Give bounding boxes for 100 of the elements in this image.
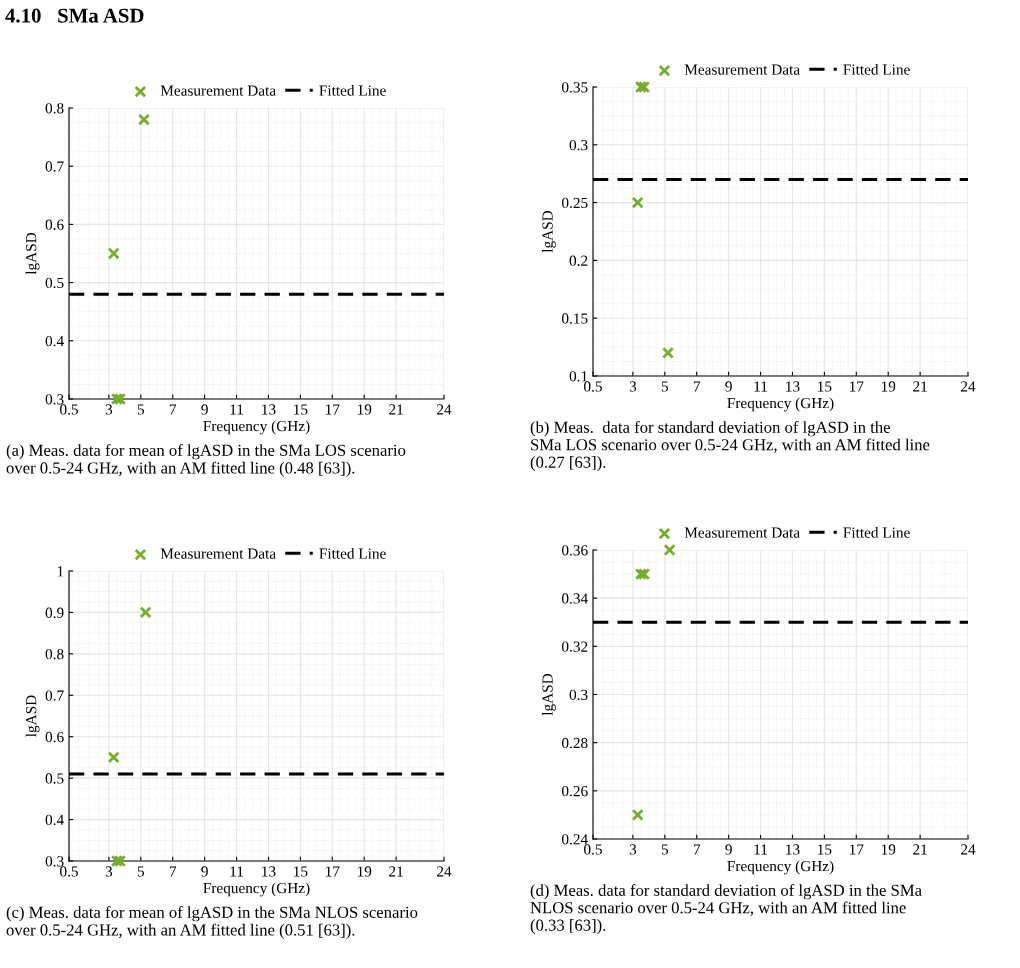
y-tick-label: 0.3 <box>45 394 64 405</box>
x-tick-label: 5 <box>137 866 145 877</box>
point <box>139 606 152 619</box>
x-tick-label: 3 <box>629 844 637 855</box>
x-tick-label: 9 <box>725 381 732 392</box>
x-tick-label: 15 <box>294 404 308 415</box>
x-tick-label: 5 <box>137 404 145 415</box>
x-tick-label: 0.5 <box>60 404 78 415</box>
x-tick-label: 0.5 <box>584 844 602 855</box>
y-axis-title: lgASD <box>25 232 40 275</box>
x-tick-label: 3 <box>105 866 113 877</box>
y-tick-label: 0.3 <box>45 856 64 867</box>
y-tick-label: 0.7 <box>45 161 64 172</box>
x-tick-label: 7 <box>693 381 701 392</box>
y-tick-label: 0.6 <box>45 731 64 743</box>
y-tick-label: 0.26 <box>561 785 588 797</box>
x-tick-label: 13 <box>786 844 800 855</box>
x-tick-label: 19 <box>357 866 372 877</box>
x-tick-label: 13 <box>262 404 276 415</box>
y-axis-title: lgASD <box>25 695 40 737</box>
x-tick-label: 17 <box>326 866 340 877</box>
y-tick-label: 0.2 <box>569 255 588 266</box>
x-tick-label: 9 <box>201 404 208 415</box>
y-tick-label: 0.8 <box>45 103 64 114</box>
x-tick-label: 21 <box>913 844 927 855</box>
legend-label: Measurement Data <box>684 527 800 538</box>
y-tick-label: 0.5 <box>45 277 64 289</box>
point <box>107 247 120 260</box>
x-tick-label: 24 <box>437 404 452 415</box>
legend-label: Fitted Line <box>319 547 386 559</box>
x-tick-label: 21 <box>913 381 927 392</box>
x-tick-label: 3 <box>629 381 637 392</box>
y-tick-label: 0.35 <box>561 82 588 93</box>
x-axis-title: Frequency (GHz) <box>203 882 310 897</box>
y-tick-label: 0.28 <box>561 737 588 749</box>
point <box>638 80 651 94</box>
point <box>663 543 676 557</box>
y-tick-label: 0.34 <box>561 593 588 604</box>
y-tick-label: 0.3 <box>569 139 588 151</box>
x-tick-label: 15 <box>818 381 832 392</box>
text: (c) Meas. data for mean of lgASD in the SMa NLOS scenario over 0.5-24 GHz, with an AM fitted line (0.51 [63]). <box>6 906 418 939</box>
y-tick-label: 0.1 <box>569 371 588 382</box>
point <box>110 392 123 406</box>
y-tick-label: 0.9 <box>45 607 64 618</box>
point <box>631 808 644 821</box>
x-tick-label: 24 <box>961 844 976 855</box>
point <box>634 80 647 94</box>
y-tick-label: 0.5 <box>45 773 64 784</box>
x-tick-label: 21 <box>389 404 403 415</box>
x-tick-label: 19 <box>881 381 896 392</box>
x-tick-label: 19 <box>357 404 372 415</box>
text: (d) Meas. data for standard deviation of lgASD in the SMa NLOS scenario over 0.5-24 GHz, with an AM fitted line (0.33 [63]). <box>530 884 922 935</box>
legend-label: Measurement Data <box>160 85 276 96</box>
x-tick-label: 5 <box>661 844 669 855</box>
x-tick-label: 3 <box>105 404 113 415</box>
x-tick-label: 17 <box>850 381 864 392</box>
y-tick-label: 0.8 <box>45 649 64 660</box>
x-tick-label: 15 <box>818 844 832 855</box>
x-axis-title: Frequency (GHz) <box>727 860 834 875</box>
x-tick-label: 7 <box>693 844 701 855</box>
x-tick-label: 13 <box>786 381 800 392</box>
point <box>110 854 123 868</box>
text: (b) Meas. data for standard deviation of lgASD in the SMa LOS scenario over 0.5-24 GHz, with an AM fitted line (0.27 [63]). <box>530 421 930 472</box>
x-tick-label: 7 <box>169 404 177 415</box>
x-tick-label: 11 <box>230 866 243 877</box>
x-tick-label: 0.5 <box>60 866 78 877</box>
x-tick-label: 0.5 <box>584 381 602 392</box>
y-tick-label: 0.25 <box>561 197 588 209</box>
x-tick-label: 19 <box>881 844 896 855</box>
x-tick-label: 15 <box>294 866 308 877</box>
y-tick-label: 0.7 <box>45 690 64 701</box>
point <box>114 392 127 406</box>
x-tick-label: 9 <box>725 844 732 855</box>
point <box>114 854 127 868</box>
x-tick-label: 13 <box>262 866 276 877</box>
legend-label: Fitted Line <box>319 84 386 96</box>
point <box>107 751 120 764</box>
text: (a) Meas. data for mean of lgASD in the SMa LOS scenario over 0.5-24 GHz, with an AM fitted line (0.48 [63]). <box>6 444 406 477</box>
x-tick-label: 21 <box>389 866 403 877</box>
y-axis-title: lgASD <box>541 210 556 253</box>
y-axis-title: lgASD <box>541 673 556 716</box>
x-tick-label: 17 <box>850 844 864 855</box>
y-tick-label: 0.6 <box>45 219 64 230</box>
x-tick-label: 24 <box>437 866 452 877</box>
legend-label: Fitted Line <box>843 526 910 538</box>
x-axis-title: Frequency (GHz) <box>727 397 834 412</box>
x-tick-label: 11 <box>754 381 767 392</box>
x-tick-label: 11 <box>230 404 243 415</box>
x-tick-label: 11 <box>754 844 767 855</box>
x-tick-label: 5 <box>661 381 669 392</box>
x-tick-label: 24 <box>961 381 976 392</box>
point <box>137 113 151 126</box>
x-tick-label: 9 <box>201 866 208 877</box>
point <box>634 568 647 581</box>
text: 4.10 SMa ASD <box>5 8 144 23</box>
legend-label: Measurement Data <box>684 64 800 75</box>
x-tick-label: 17 <box>326 404 340 415</box>
point <box>661 346 675 359</box>
x-tick-label: 7 <box>169 866 177 877</box>
y-tick-label: 0.24 <box>561 834 588 845</box>
